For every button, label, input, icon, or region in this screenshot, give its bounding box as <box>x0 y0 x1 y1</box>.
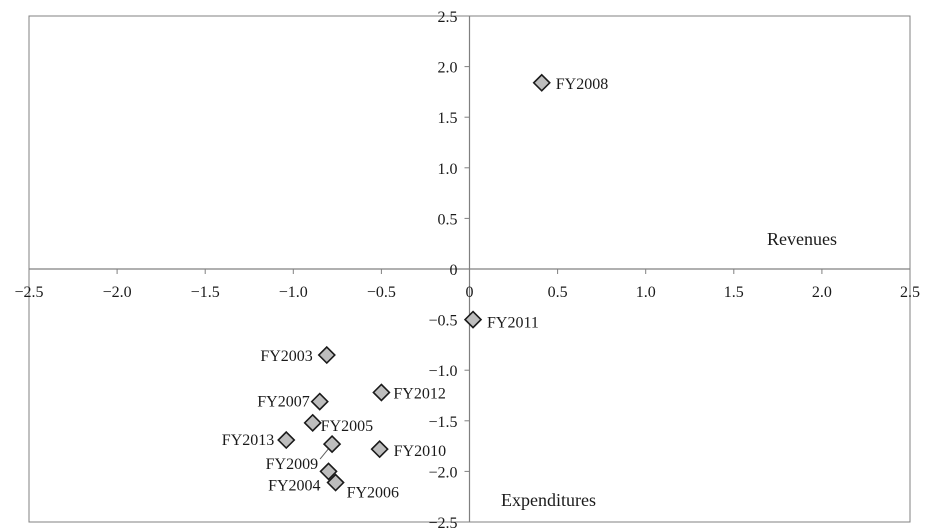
x-tick-label: −0.5 <box>367 284 396 301</box>
data-point <box>319 462 338 481</box>
point-label: FY2004 <box>268 477 320 494</box>
data-point <box>310 392 329 411</box>
y-tick-label: −2.0 <box>428 464 457 481</box>
x-tick-label: −1.0 <box>279 284 308 301</box>
y-tick-label: 0 <box>450 262 458 279</box>
point-label: FY2006 <box>347 485 399 502</box>
x-tick-label: 1.5 <box>724 284 744 301</box>
x-axis-title: Revenues <box>767 229 837 249</box>
point-label: FY2009 <box>266 456 318 473</box>
x-tick-label: −1.5 <box>191 284 220 301</box>
data-point <box>277 430 296 450</box>
point-label: FY2011 <box>487 315 539 332</box>
y-tick-label: −1.0 <box>428 363 457 380</box>
x-tick-label: 2.0 <box>812 284 832 301</box>
x-tick-label: 2.5 <box>900 284 920 301</box>
data-point <box>463 310 483 329</box>
y-tick-label: −2.5 <box>428 515 457 530</box>
y-tick-label: 2.0 <box>438 60 458 77</box>
data-point <box>326 473 345 492</box>
y-tick-label: −1.5 <box>428 414 457 431</box>
x-tick-label: −2.5 <box>14 284 43 301</box>
point-label: FY2005 <box>321 418 373 435</box>
x-tick-label: 1.0 <box>636 284 656 301</box>
x-tick-label: 0.5 <box>548 284 568 301</box>
point-labels: FY2008 FY2011 FY2003 FY2012 FY2007 FY2005 FY20… <box>222 76 608 502</box>
data-point <box>372 383 391 402</box>
data-point <box>317 345 336 365</box>
data-point <box>322 434 342 454</box>
y-axis-title: Expenditures <box>501 490 596 510</box>
point-label: FY2008 <box>556 76 608 93</box>
point-label: FY2013 <box>222 432 274 449</box>
leader-line <box>319 447 330 460</box>
y-tick-label: 0.5 <box>438 211 458 228</box>
y-tick-label: 2.5 <box>438 9 458 26</box>
y-tick-label: −0.5 <box>428 313 457 330</box>
point-label: FY2003 <box>260 348 312 365</box>
data-points <box>277 73 551 492</box>
y-tick-label: 1.0 <box>438 161 458 178</box>
data-point <box>303 413 322 432</box>
tick-labels: −2.5 −2.0 −1.5 −1.0 −0.5 0 0.5 1.0 1.5 2.0 2.5 2.5 2… <box>14 9 920 530</box>
x-tick-label: −2.0 <box>103 284 132 301</box>
point-label: FY2010 <box>394 443 446 460</box>
point-label: FY2007 <box>257 394 309 411</box>
leader-lines <box>319 447 330 460</box>
data-point <box>370 440 389 459</box>
data-point <box>532 73 551 92</box>
point-label: FY2012 <box>393 385 445 402</box>
x-tick-label: 0 <box>466 284 474 301</box>
y-tick-label: 1.5 <box>438 110 458 127</box>
